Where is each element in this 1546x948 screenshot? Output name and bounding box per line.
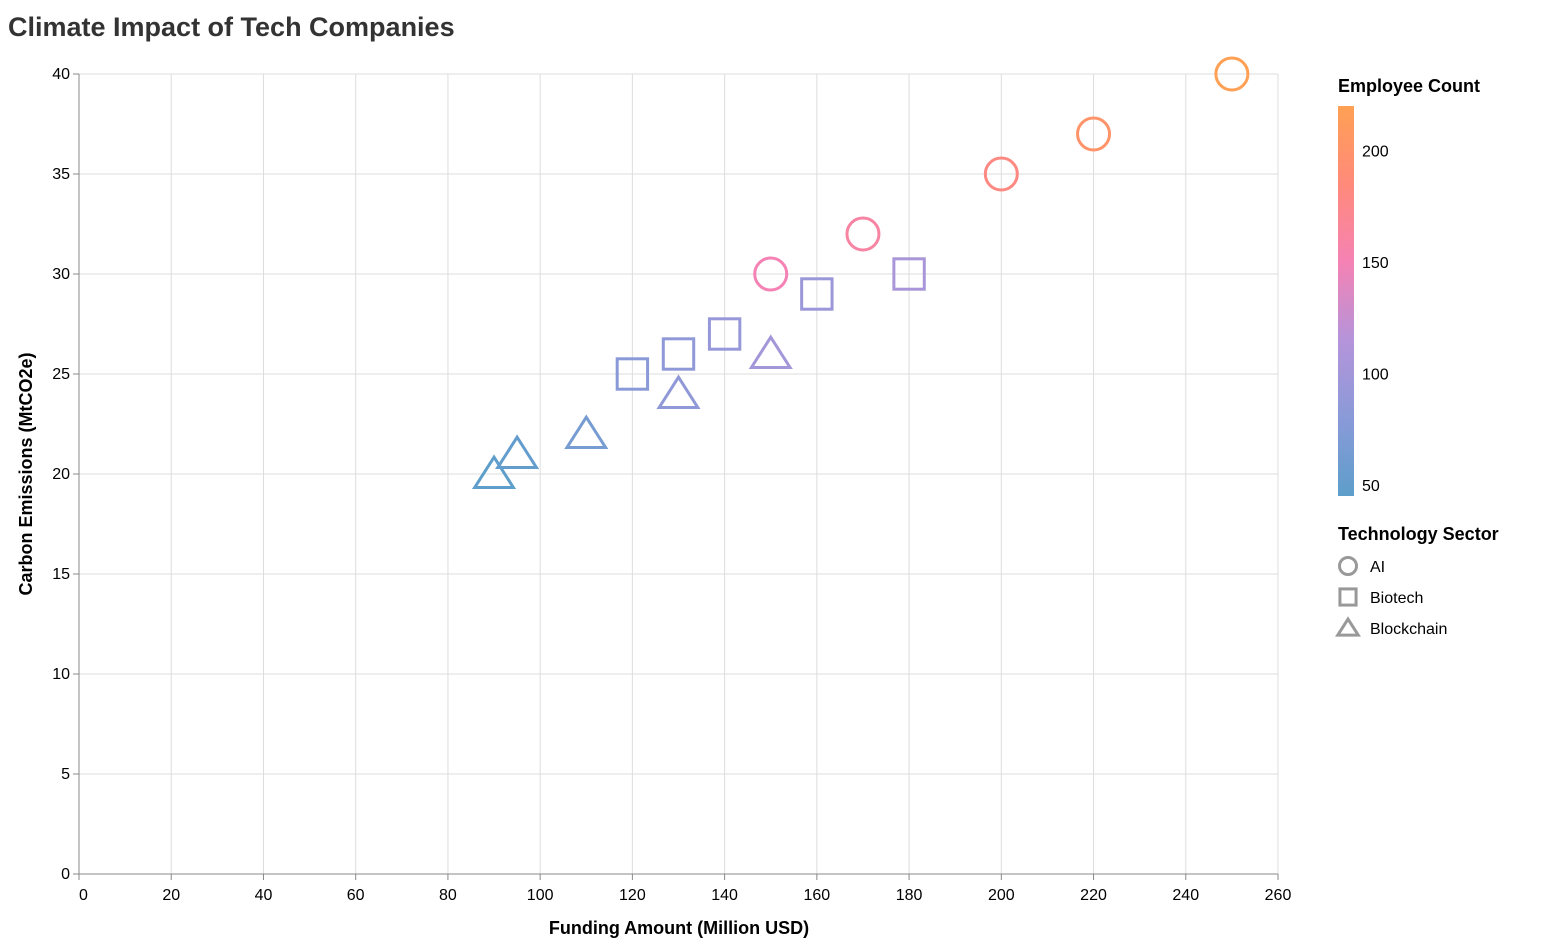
data-point-square	[892, 257, 926, 291]
data-point-circle	[983, 156, 1019, 192]
legend-circle-icon	[1338, 556, 1358, 576]
y-tick-label: 10	[52, 666, 70, 683]
shape-legend-items: AI Biotech Blockchain	[1334, 556, 1447, 638]
y-tick-label: 25	[52, 366, 70, 383]
x-tick-label: 140	[711, 887, 738, 904]
data-point-square	[800, 277, 834, 311]
color-legend-gradient-bar	[1338, 106, 1354, 496]
data-point-square	[615, 357, 650, 391]
x-tick-label: 240	[1172, 887, 1199, 904]
y-tick-label: 5	[61, 766, 70, 783]
x-tick-label: 160	[803, 887, 830, 904]
y-axis-ticks: 0 5 10 15 20 25 30 35 40	[52, 66, 79, 883]
y-axis-title: Carbon Emissions (MtCO2e)	[16, 352, 36, 595]
x-tick-label: 260	[1265, 887, 1292, 904]
data-point-circle	[845, 216, 881, 252]
y-tick-label: 15	[52, 566, 70, 583]
legend-triangle-icon	[1334, 616, 1362, 637]
x-tick-label: 100	[527, 887, 554, 904]
color-legend-tick-label: 100	[1362, 366, 1389, 383]
x-tick-label: 60	[347, 887, 365, 904]
shape-legend: Technology Sector AI Biotech Blockchain	[1334, 524, 1499, 638]
data-point-circle	[1076, 116, 1112, 152]
x-tick-label: 200	[988, 887, 1015, 904]
color-legend-title: Employee Count	[1338, 76, 1480, 96]
grid	[78, 73, 1279, 875]
y-tick-label: 20	[52, 466, 70, 483]
shape-legend-item: Biotech	[1338, 587, 1423, 607]
data-point-triangle	[748, 334, 793, 369]
x-tick-label: 80	[439, 887, 457, 904]
y-tick-label: 35	[52, 166, 70, 183]
data-point-square	[661, 337, 696, 371]
x-tick-label: 220	[1080, 887, 1107, 904]
x-tick-label: 40	[255, 887, 273, 904]
x-tick-label: 120	[619, 887, 646, 904]
data-point-circle	[1214, 56, 1250, 92]
data-point-triangle	[495, 434, 540, 469]
x-axis-ticks: 0 20 40 60 80 100 120 140 160 180 200 220 240 260	[78, 874, 1292, 904]
data-point-circle	[753, 256, 789, 292]
shape-legend-label: Biotech	[1370, 590, 1423, 607]
data-point-triangle	[564, 414, 609, 449]
y-tick-label: 30	[52, 266, 70, 283]
legend-square-icon	[1338, 587, 1358, 607]
shape-legend-item: AI	[1338, 556, 1385, 576]
data-point-square	[707, 317, 742, 351]
x-tick-label: 180	[896, 887, 923, 904]
x-tick-label: 20	[162, 887, 180, 904]
shape-legend-title: Technology Sector	[1338, 524, 1499, 544]
color-legend-tick-label: 200	[1362, 144, 1389, 161]
data-points	[471, 56, 1250, 489]
data-point-triangle	[471, 454, 517, 489]
y-tick-label: 0	[61, 866, 70, 883]
x-axis-title: Funding Amount (Million USD)	[549, 918, 809, 938]
chart-title: Climate Impact of Tech Companies	[8, 12, 455, 42]
color-legend-tick-label: 50	[1362, 478, 1380, 495]
shape-legend-label: AI	[1370, 559, 1385, 576]
y-tick-label: 40	[52, 66, 70, 83]
shape-legend-label: Blockchain	[1370, 621, 1447, 638]
data-point-triangle	[656, 374, 701, 409]
color-legend: Employee Count 50 100 150 200	[1338, 76, 1480, 496]
x-tick-label: 0	[79, 887, 88, 904]
shape-legend-item: Blockchain	[1334, 616, 1447, 638]
color-legend-tick-label: 150	[1362, 255, 1389, 272]
color-legend-ticks: 50 100 150 200	[1362, 144, 1389, 495]
